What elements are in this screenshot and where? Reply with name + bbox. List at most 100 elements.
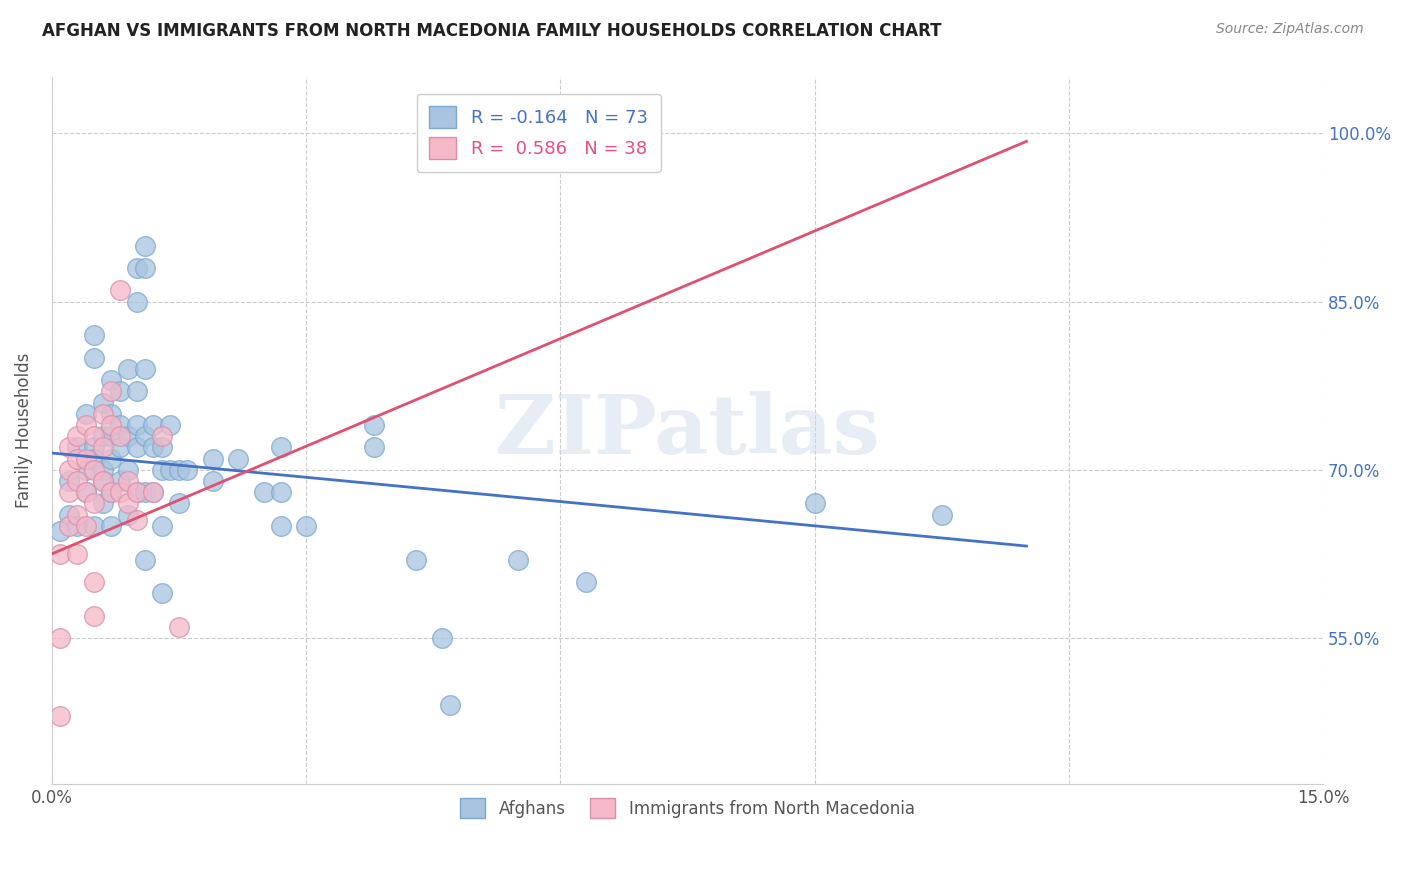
Point [125,417,148,432]
Point [117,508,139,522]
Point [150,429,173,443]
Point [117,362,139,376]
Point [83,574,105,589]
Point [58,441,80,455]
Point [108,474,131,488]
Point [100,451,122,466]
Point [66,519,89,533]
Point [803,496,825,510]
Point [58,485,80,500]
Point [91,474,114,488]
Point [159,417,181,432]
Point [75,451,97,466]
Point [108,284,131,298]
Point [142,417,165,432]
Point [75,485,97,500]
Point [100,417,122,432]
Point [108,485,131,500]
Point [66,441,89,455]
Point [91,407,114,421]
Point [117,463,139,477]
Point [134,238,156,252]
Point [142,485,165,500]
Point [100,519,122,533]
Point [150,463,173,477]
Legend: Afghans, Immigrants from North Macedonia: Afghans, Immigrants from North Macedonia [454,791,921,825]
Point [125,485,148,500]
Point [83,608,105,623]
Point [108,417,131,432]
Point [134,260,156,275]
Point [83,328,105,343]
Point [134,429,156,443]
Point [83,496,105,510]
Point [125,513,148,527]
Point [66,451,89,466]
Point [49,709,72,723]
Point [363,441,385,455]
Point [100,485,122,500]
Point [75,519,97,533]
Text: Source: ZipAtlas.com: Source: ZipAtlas.com [1216,22,1364,37]
Point [83,441,105,455]
Point [134,362,156,376]
Point [270,519,292,533]
Point [117,496,139,510]
Point [226,451,249,466]
Point [91,463,114,477]
Point [270,441,292,455]
Point [108,384,131,399]
Point [75,407,97,421]
Point [91,441,114,455]
Point [100,485,122,500]
Point [66,508,89,522]
Point [481,137,503,152]
Point [83,429,105,443]
Point [108,441,131,455]
Point [49,631,72,645]
Point [108,429,131,443]
Point [58,508,80,522]
Point [270,485,292,500]
Point [150,586,173,600]
Point [150,519,173,533]
Point [253,485,276,500]
Point [100,407,122,421]
Point [66,474,89,488]
Point [430,631,453,645]
Point [58,474,80,488]
Point [83,451,105,466]
Point [49,547,72,561]
Point [363,417,385,432]
Point [167,496,190,510]
Point [58,463,80,477]
Point [100,384,122,399]
Point [201,451,224,466]
Text: AFGHAN VS IMMIGRANTS FROM NORTH MACEDONIA FAMILY HOUSEHOLDS CORRELATION CHART: AFGHAN VS IMMIGRANTS FROM NORTH MACEDONI… [42,22,942,40]
Point [66,547,89,561]
Point [58,519,80,533]
Point [117,429,139,443]
Point [167,620,190,634]
Point [83,519,105,533]
Point [83,351,105,365]
Point [150,441,173,455]
Point [66,429,89,443]
Point [49,524,72,539]
Point [125,260,148,275]
Point [91,496,114,510]
Point [142,441,165,455]
Point [100,429,122,443]
Point [134,485,156,500]
Point [506,552,529,566]
Point [159,463,181,477]
Point [125,441,148,455]
Point [439,698,461,713]
Point [201,474,224,488]
Text: ZIPatlas: ZIPatlas [495,391,880,471]
Point [91,429,114,443]
Point [75,485,97,500]
Point [117,474,139,488]
Point [125,294,148,309]
Point [75,463,97,477]
